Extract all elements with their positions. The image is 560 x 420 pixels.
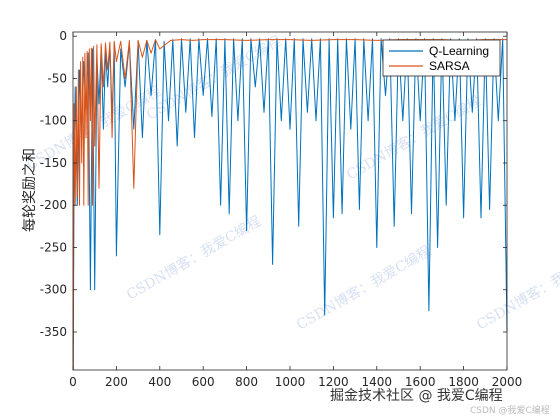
legend-box [382,39,501,77]
x-tick-label: 1600 [405,375,436,389]
watermark-small: CSDN @我爱C编程 [470,404,550,416]
x-tick-label: 600 [192,375,215,389]
legend-label: Q-Learning [429,44,489,58]
y-tick-label: -150 [40,156,67,170]
x-tick-label: 200 [105,375,128,389]
x-tick-label: 1400 [362,375,393,389]
x-tick-label: 1200 [318,375,349,389]
y-tick-label: -300 [40,283,67,297]
y-tick-label: -200 [40,198,67,212]
watermark-tile: CSDN博客：我爱C编程 [474,242,560,333]
watermark-brand: 掘金技术社区 @ 我爱C编程 [330,388,503,404]
x-tick-label: 400 [148,375,171,389]
y-tick-label: 0 [59,29,67,43]
y-tick-label: -250 [40,240,67,254]
x-tick-label: 1800 [448,375,479,389]
x-tick-label: 0 [69,375,77,389]
axes-frame [72,31,508,371]
axes-background [73,32,507,370]
series-line-q-learning [72,38,508,371]
ticks-layer: 0 200 400 600 800 1000 1200 1400 1600 1800 2000 0 -5… [40,29,523,389]
y-tick-label: -100 [40,114,67,128]
y-tick-label: -350 [40,325,67,339]
legend-label: SARSA [429,59,470,73]
series-layer [72,38,508,371]
axes-box [72,31,508,371]
y-axis-label: 每轮奖励之和 [21,148,38,232]
series-line-sarsa [72,39,507,371]
y-tick-label: -50 [47,71,67,85]
x-tick-label: 2000 [492,375,523,389]
x-tick-label: 800 [235,375,258,389]
x-tick-label: 1000 [275,375,306,389]
watermark-tile: CSDN博客：我爱C编程 [294,242,435,333]
plot-area [73,32,507,370]
watermark-tile: CSDN博客：我爱C编程 [124,212,265,303]
